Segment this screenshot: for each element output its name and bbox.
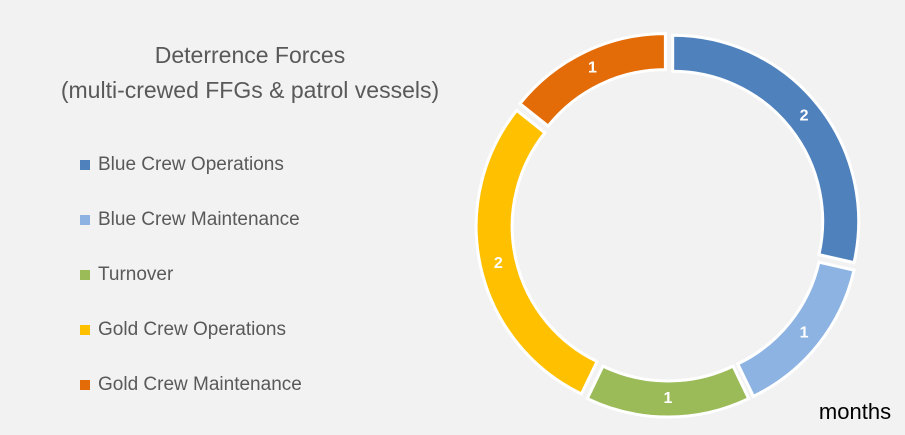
legend-label: Turnover	[98, 264, 174, 285]
legend-label: Blue Crew Maintenance	[98, 209, 300, 230]
chart-title: Deterrence Forces	[155, 42, 345, 68]
data-label: 2	[494, 255, 503, 272]
data-label: 1	[800, 325, 809, 342]
donut-segment	[517, 32, 667, 129]
donut-segment	[474, 108, 600, 396]
legend-swatch	[80, 215, 90, 225]
donut-segment	[735, 260, 856, 399]
data-label: 1	[664, 390, 673, 407]
donut-segment	[671, 33, 861, 265]
legend-swatch	[80, 380, 90, 390]
donut-segment	[585, 364, 751, 419]
legend-label: Blue Crew Operations	[98, 154, 284, 175]
legend-label: Gold Crew Maintenance	[98, 374, 302, 395]
chart-subtitle: (multi-crewed FFGs & patrol vessels)	[61, 77, 439, 103]
legend-swatch	[80, 160, 90, 170]
legend-swatch	[80, 325, 90, 335]
data-label: 1	[588, 59, 597, 76]
annotation: months	[819, 399, 891, 424]
data-label: 2	[800, 108, 809, 125]
legend-swatch	[80, 270, 90, 280]
legend-label: Gold Crew Operations	[98, 319, 286, 340]
